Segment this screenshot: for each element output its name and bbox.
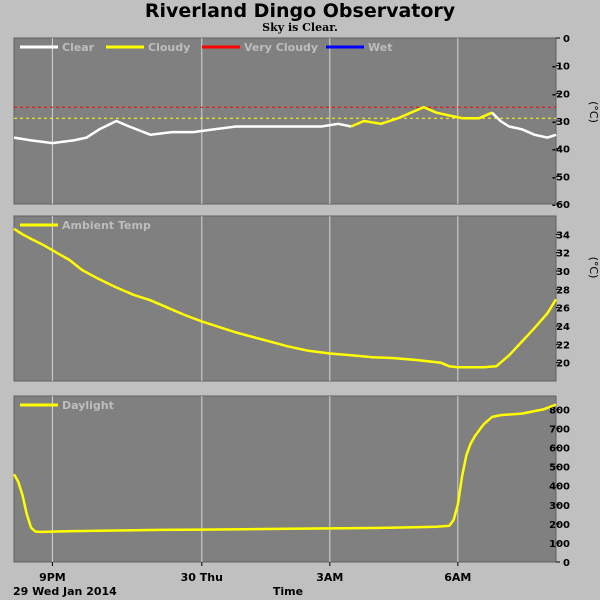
sky-legend-label: Very Cloudy [244,41,318,54]
daylight-plot-area [13,395,557,563]
ambient-plot-area [13,215,557,382]
sky-plot-area [13,37,557,205]
x-tick-label: 6AM [444,571,471,584]
ambient-series-line [13,227,558,369]
x-tick-label: 9PM [39,571,66,584]
ambient-y-tick-label: 20 [556,359,570,370]
x-axis-start-date: 29 Wed Jan 2014 [13,585,117,598]
daylight-series-line [12,403,557,534]
x-axis-label: Time [273,585,303,598]
sky-y-tick-label: -10 [552,62,570,73]
daylight-y-tick-label: 600 [549,444,570,455]
daylight-y-tick-label: 500 [549,463,570,474]
ambient-y-tick-label: 28 [556,285,570,296]
x-tick-label: 30 Thu [181,571,223,584]
ambient-y-tick-label: 34 [556,230,570,241]
sky-y-axis-label: (°C) [587,101,600,123]
ambient-y-tick-label: 26 [556,304,570,315]
sky-series-line [491,111,557,139]
sky-y-tick-label: -40 [552,145,570,156]
chart-title: Riverland Dingo Observatory [144,0,456,22]
daylight-y-tick-label: 100 [549,539,570,550]
ambient-y-tick-label: 32 [556,249,570,260]
sky-legend-label: Wet [368,41,392,54]
daylight-y-tick-label: 300 [549,501,570,512]
sky-series-line [350,105,493,128]
x-tick-label: 3AM [316,571,343,584]
ambient-y-tick-label: 24 [556,322,570,333]
sky-legend-label: Clear [62,41,95,54]
daylight-y-tick-label: 200 [549,520,570,531]
sky-y-tick-label: -50 [552,172,570,183]
sky-y-tick-label: 0 [563,34,570,45]
daylight-y-tick-label: 0 [563,558,570,569]
daylight-y-tick-label: 400 [549,482,570,493]
ambient-y-tick-label: 22 [556,340,570,351]
ambient-y-tick-label: 30 [556,267,570,278]
chart-subtitle: Sky is Clear. [262,21,338,34]
sky-series-line [13,119,352,145]
ambient-y-axis-label: (°C) [587,257,600,279]
sky-y-tick-label: -30 [552,117,570,128]
sky-legend-label: Cloudy [148,41,190,54]
sky-y-tick-label: -60 [552,200,570,211]
ambient-legend-label: Ambient Temp [62,219,151,232]
sky-y-tick-label: -20 [552,89,570,100]
daylight-legend-label: Daylight [62,399,114,412]
daylight-y-tick-label: 800 [549,405,570,416]
daylight-y-tick-label: 700 [549,424,570,435]
